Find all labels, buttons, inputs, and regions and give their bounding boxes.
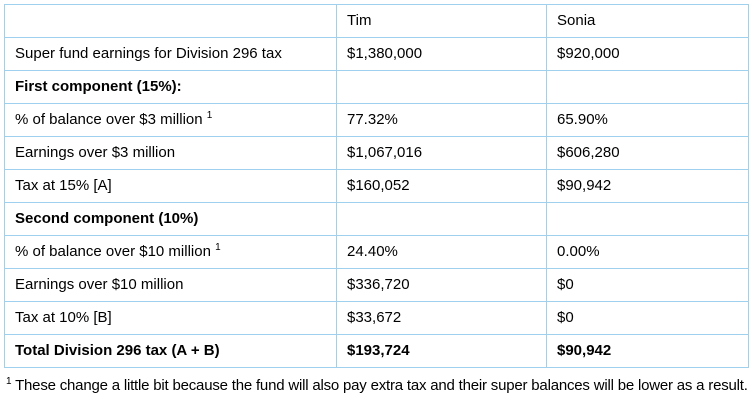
tim-value: $193,724 bbox=[336, 334, 547, 368]
table-row-super-fund-earnings: Super fund earnings for Division 296 tax… bbox=[4, 37, 749, 71]
tim-value: $33,672 bbox=[336, 301, 547, 335]
row-label: % of balance over $3 million 1 bbox=[4, 103, 337, 137]
sonia-value bbox=[546, 202, 749, 236]
row-label: Earnings over $3 million bbox=[4, 136, 337, 170]
table-row-earnings-over-3m: Earnings over $3 million $1,067,016 $606… bbox=[4, 136, 749, 170]
sonia-value: 0.00% bbox=[546, 235, 749, 269]
table-row-first-component: First component (15%): bbox=[4, 70, 749, 104]
column-header-tim: Tim bbox=[336, 4, 547, 38]
page: Tim Sonia Super fund earnings for Divisi… bbox=[4, 4, 750, 397]
division-296-tax-comparison-table: Tim Sonia Super fund earnings for Divisi… bbox=[4, 4, 749, 368]
column-header-blank bbox=[4, 4, 337, 38]
footnote-superscript: 1 bbox=[6, 376, 12, 387]
tim-value: 24.40% bbox=[336, 235, 547, 269]
footnote: 1 These change a little bit because the … bbox=[6, 375, 750, 397]
table-row-pct-over-3m: % of balance over $3 million 1 77.32% 65… bbox=[4, 103, 749, 137]
row-label: Total Division 296 tax (A + B) bbox=[4, 334, 337, 368]
footnote-text: These change a little bit because the fu… bbox=[11, 377, 748, 394]
tim-value: $336,720 bbox=[336, 268, 547, 302]
row-label: Tax at 15% [A] bbox=[4, 169, 337, 203]
sonia-value: $90,942 bbox=[546, 169, 749, 203]
table-row-tax-15: Tax at 15% [A] $160,052 $90,942 bbox=[4, 169, 749, 203]
table-row-pct-over-10m: % of balance over $10 million 1 24.40% 0… bbox=[4, 235, 749, 269]
tim-value: $1,380,000 bbox=[336, 37, 547, 71]
row-label: First component (15%): bbox=[4, 70, 337, 104]
tim-value: $1,067,016 bbox=[336, 136, 547, 170]
row-label: % of balance over $10 million 1 bbox=[4, 235, 337, 269]
row-label-text: % of balance over $10 million bbox=[15, 243, 211, 260]
row-label: Earnings over $10 million bbox=[4, 268, 337, 302]
tim-value bbox=[336, 70, 547, 104]
footnote-marker: 1 bbox=[206, 110, 213, 121]
sonia-value: $0 bbox=[546, 301, 749, 335]
sonia-value: 65.90% bbox=[546, 103, 749, 137]
row-label: Super fund earnings for Division 296 tax bbox=[4, 37, 337, 71]
tim-value bbox=[336, 202, 547, 236]
footnote-marker: 1 bbox=[215, 242, 221, 253]
sonia-value: $0 bbox=[546, 268, 749, 302]
sonia-value: $920,000 bbox=[546, 37, 749, 71]
row-label-text: % of balance over $3 million bbox=[15, 111, 203, 128]
row-label: Tax at 10% [B] bbox=[4, 301, 337, 335]
table-row-tax-10: Tax at 10% [B] $33,672 $0 bbox=[4, 301, 749, 335]
table-row-second-component: Second component (10%) bbox=[4, 202, 749, 236]
table-row-total: Total Division 296 tax (A + B) $193,724 … bbox=[4, 334, 749, 368]
sonia-value: $606,280 bbox=[546, 136, 749, 170]
column-header-sonia: Sonia bbox=[546, 4, 749, 38]
sonia-value: $90,942 bbox=[546, 334, 749, 368]
row-label: Second component (10%) bbox=[4, 202, 337, 236]
table-header-row: Tim Sonia bbox=[4, 4, 749, 38]
tim-value: 77.32% bbox=[336, 103, 547, 137]
tim-value: $160,052 bbox=[336, 169, 547, 203]
table-row-earnings-over-10m: Earnings over $10 million $336,720 $0 bbox=[4, 268, 749, 302]
sonia-value bbox=[546, 70, 749, 104]
